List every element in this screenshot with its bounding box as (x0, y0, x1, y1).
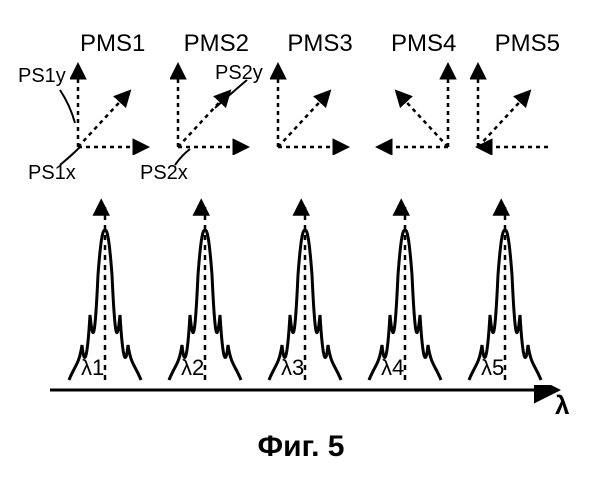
pms-label: PMS3 (287, 30, 352, 58)
spectrum-peak (69, 207, 141, 380)
lambda-label: λ4 (381, 355, 404, 381)
axes-svg (370, 55, 460, 155)
diagram-container: PMS1 PMS2 PMS3 PMS4 PMS5 (0, 0, 602, 500)
pms-label: PMS2 (184, 30, 249, 58)
spectrum-row: λ1 λ2 λ3 λ4 λ5 (55, 195, 575, 395)
pms-label-row: PMS1 PMS2 PMS3 PMS4 PMS5 (80, 30, 560, 58)
pointer-lines (0, 55, 300, 195)
pms-label: PMS4 (391, 30, 456, 58)
lambda-label: λ5 (481, 355, 504, 381)
axes-svg (470, 55, 560, 155)
spectrum-peak (469, 207, 541, 380)
spectrum-peak (369, 207, 441, 380)
axes-unit (470, 55, 560, 155)
lambda-label: λ2 (181, 355, 204, 381)
lambda-label: λ3 (281, 355, 304, 381)
spectrum-peak (169, 207, 241, 380)
pms-label: PMS5 (495, 30, 560, 58)
figure-label: Фиг. 5 (0, 430, 602, 464)
axes-unit (370, 55, 460, 155)
lambda-axis-label: λ (555, 390, 569, 421)
lambda-label: λ1 (81, 355, 104, 381)
pms-label: PMS1 (80, 30, 145, 58)
spectrum-peak (269, 207, 341, 380)
lambda-axis (50, 385, 570, 405)
